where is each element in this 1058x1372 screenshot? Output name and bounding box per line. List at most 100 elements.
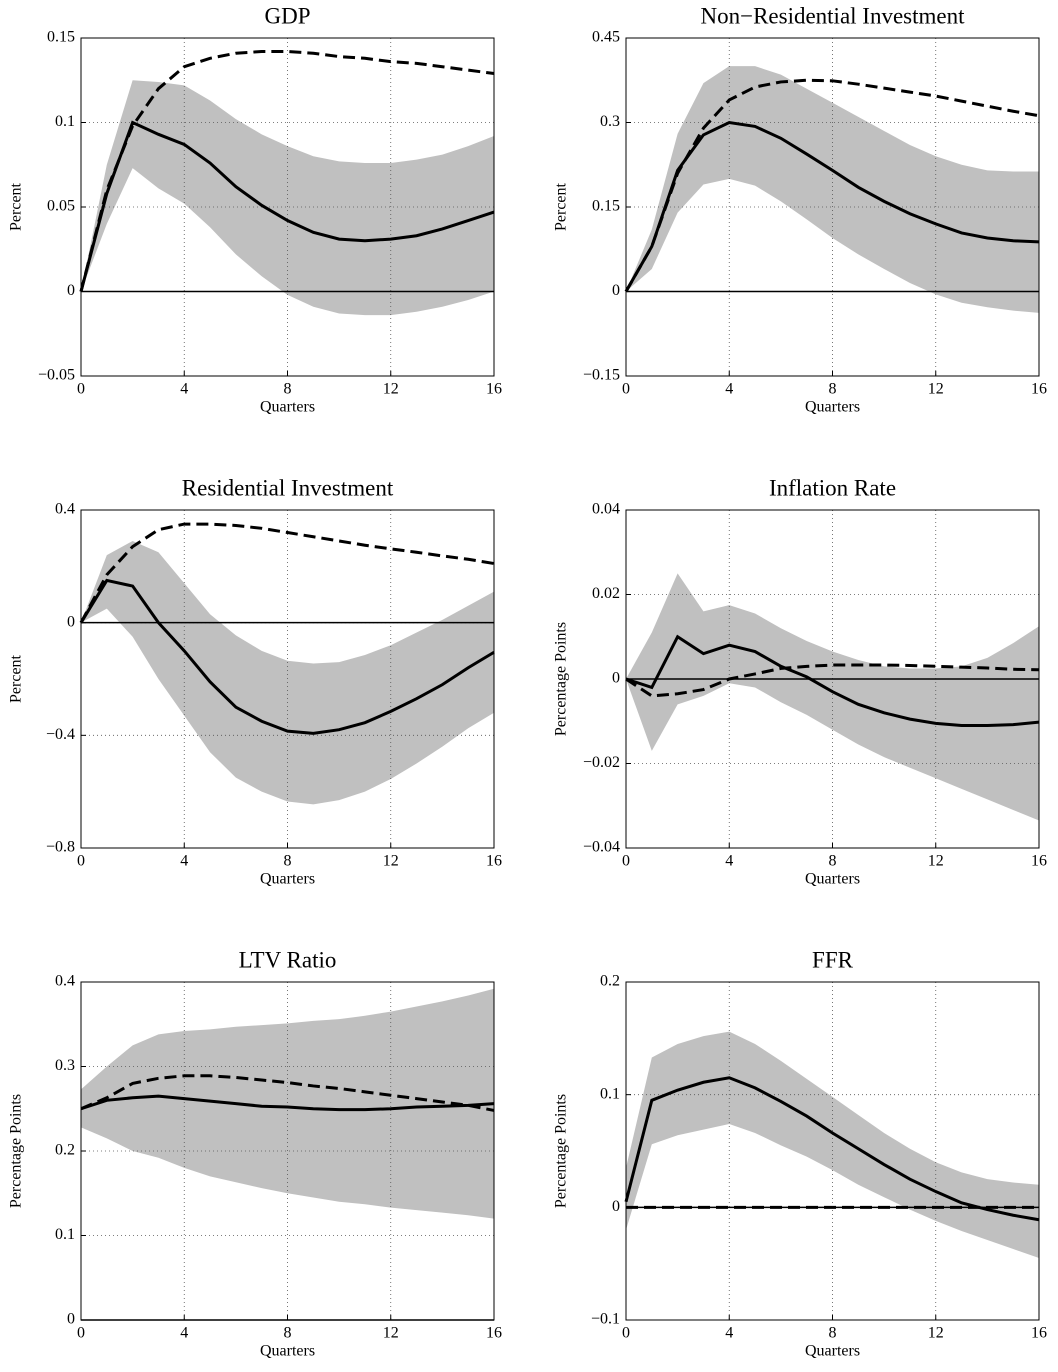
y-axis-label: Percentage Points bbox=[553, 1094, 570, 1208]
x-tick-label: 4 bbox=[725, 1325, 733, 1342]
y-tick-label: 0 bbox=[612, 1198, 620, 1215]
line bbox=[79, 50, 495, 292]
confidence-band bbox=[81, 540, 494, 805]
y-tick-label: −0.1 bbox=[591, 1311, 620, 1328]
x-tick-label: 12 bbox=[928, 1325, 944, 1342]
y-tick-label: −0.15 bbox=[583, 367, 620, 384]
y-axis-label: Percentage Points bbox=[8, 1094, 25, 1208]
plot-frame bbox=[80, 981, 495, 1321]
line bbox=[624, 78, 1040, 293]
y-tick-label: 0.02 bbox=[592, 585, 620, 602]
chart-title: FFR bbox=[812, 947, 854, 972]
x-tick-label: 16 bbox=[486, 853, 502, 870]
y-tick-label: −0.4 bbox=[46, 726, 75, 743]
x-tick-label: 4 bbox=[725, 853, 733, 870]
x-tick-label: 12 bbox=[383, 1325, 399, 1342]
x-tick-label: 16 bbox=[1031, 853, 1047, 870]
x-axis-label: Quarters bbox=[805, 1343, 860, 1360]
y-tick-label: 0.15 bbox=[47, 29, 75, 46]
x-tick-label: 8 bbox=[284, 1325, 292, 1342]
y-tick-label: −0.04 bbox=[583, 839, 620, 856]
line bbox=[80, 1074, 495, 1112]
plot-frame bbox=[625, 981, 1040, 1321]
x-tick-label: 0 bbox=[77, 381, 85, 398]
confidence-band bbox=[81, 988, 494, 1219]
y-axis-label: Percent bbox=[8, 654, 25, 703]
x-axis-label: Quarters bbox=[260, 871, 315, 888]
x-tick-label: 16 bbox=[1031, 381, 1047, 398]
x-tick-label: 0 bbox=[77, 1325, 85, 1342]
x-tick-label: 16 bbox=[486, 1325, 502, 1342]
y-axis-label: Percentage Points bbox=[553, 622, 570, 736]
x-tick-label: 12 bbox=[383, 853, 399, 870]
plot-frame bbox=[625, 509, 1040, 849]
y-axis-label: Percent bbox=[8, 182, 25, 231]
x-axis-label: Quarters bbox=[260, 1343, 315, 1360]
x-tick-label: 8 bbox=[284, 853, 292, 870]
y-tick-label: −0.02 bbox=[583, 754, 620, 771]
x-tick-label: 12 bbox=[928, 853, 944, 870]
line bbox=[624, 1076, 1040, 1222]
chart-title: Non−Residential Investment bbox=[700, 3, 965, 28]
line bbox=[625, 663, 1040, 698]
x-tick-label: 0 bbox=[622, 853, 630, 870]
x-tick-label: 12 bbox=[928, 381, 944, 398]
chart-title: Inflation Rate bbox=[769, 475, 896, 500]
line bbox=[625, 634, 1040, 727]
y-tick-label: 0.1 bbox=[55, 113, 75, 130]
x-tick-label: 16 bbox=[486, 381, 502, 398]
line bbox=[624, 120, 1040, 293]
chart-title: Residential Investment bbox=[182, 475, 394, 500]
y-tick-label: 0 bbox=[612, 670, 620, 687]
x-tick-label: 12 bbox=[383, 381, 399, 398]
x-axis-label: Quarters bbox=[805, 871, 860, 888]
y-tick-label: 0 bbox=[612, 282, 620, 299]
x-tick-label: 8 bbox=[829, 1325, 837, 1342]
y-tick-label: 0.04 bbox=[592, 501, 620, 518]
line bbox=[79, 120, 495, 292]
line bbox=[79, 578, 495, 735]
x-tick-label: 8 bbox=[829, 381, 837, 398]
y-tick-label: 0.05 bbox=[47, 198, 75, 215]
y-tick-label: 0.1 bbox=[600, 1085, 620, 1102]
x-axis-label: Quarters bbox=[260, 399, 315, 416]
x-tick-label: 4 bbox=[725, 381, 733, 398]
x-tick-label: 4 bbox=[180, 853, 188, 870]
x-tick-label: 0 bbox=[77, 853, 85, 870]
x-tick-label: 8 bbox=[284, 381, 292, 398]
y-tick-label: 0 bbox=[67, 613, 75, 630]
line bbox=[79, 522, 495, 624]
y-tick-label: 0.4 bbox=[55, 973, 75, 990]
chart-title: LTV Ratio bbox=[239, 947, 337, 972]
y-axis-label: Percent bbox=[553, 182, 570, 231]
y-tick-label: 0.2 bbox=[600, 973, 620, 990]
confidence-band bbox=[81, 80, 494, 316]
y-tick-label: −0.8 bbox=[46, 839, 75, 856]
y-tick-label: 0.3 bbox=[55, 1057, 75, 1074]
y-tick-label: −0.05 bbox=[38, 367, 75, 384]
y-tick-label: 0.1 bbox=[55, 1226, 75, 1243]
plot-frame bbox=[80, 37, 495, 377]
confidence-band bbox=[626, 1031, 1039, 1259]
x-tick-label: 0 bbox=[622, 1325, 630, 1342]
y-tick-label: 0.15 bbox=[592, 198, 620, 215]
x-tick-label: 0 bbox=[622, 381, 630, 398]
x-tick-label: 4 bbox=[180, 1325, 188, 1342]
plot-frame bbox=[80, 509, 495, 849]
chart-title: GDP bbox=[264, 3, 310, 28]
y-tick-label: 0 bbox=[67, 282, 75, 299]
x-tick-label: 8 bbox=[829, 853, 837, 870]
y-tick-label: 0 bbox=[67, 1311, 75, 1328]
plot-frame bbox=[625, 37, 1040, 377]
y-tick-label: 0.45 bbox=[592, 29, 620, 46]
confidence-band bbox=[626, 66, 1039, 313]
y-tick-label: 0.3 bbox=[600, 113, 620, 130]
x-tick-label: 16 bbox=[1031, 1325, 1047, 1342]
y-tick-label: 0.4 bbox=[55, 501, 75, 518]
x-axis-label: Quarters bbox=[805, 399, 860, 416]
line bbox=[80, 1094, 495, 1112]
x-tick-label: 4 bbox=[180, 381, 188, 398]
y-tick-label: 0.2 bbox=[55, 1142, 75, 1159]
